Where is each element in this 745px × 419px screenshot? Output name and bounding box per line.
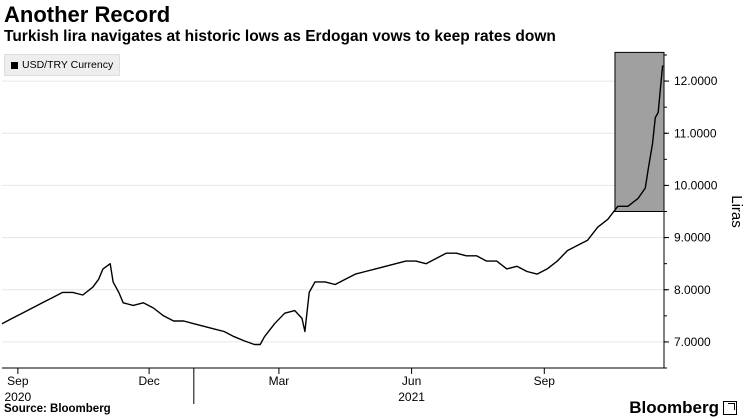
brand-name: Bloomberg xyxy=(629,398,719,417)
source-note: Source: Bloomberg xyxy=(4,403,111,415)
x-tick-label: Jun xyxy=(402,374,421,388)
x-tick-label: Mar xyxy=(269,374,290,388)
y-tick-label: 8.0000 xyxy=(674,283,711,297)
external-link-icon xyxy=(723,401,737,415)
legend: USD/TRY Currency xyxy=(4,54,121,76)
y-tick-label: 10.0000 xyxy=(674,178,718,192)
x-tick-label: Dec xyxy=(138,374,159,388)
y-tick-label: 9.0000 xyxy=(674,231,711,245)
legend-label: USD/TRY Currency xyxy=(22,59,114,71)
y-tick-label: 7.0000 xyxy=(674,335,711,349)
x-tick-label: Sep xyxy=(7,374,29,388)
chart-subtitle: Turkish lira navigates at historic lows … xyxy=(4,28,556,45)
chart-title: Another Record xyxy=(4,2,171,27)
x-tick-label: Sep xyxy=(534,374,556,388)
x-year-label: 2020 xyxy=(5,390,32,404)
highlight-box xyxy=(614,51,665,213)
y-tick-label: 11.0000 xyxy=(674,126,717,140)
brand-logo: Bloomberg xyxy=(629,398,737,418)
y-axis-label: Liras xyxy=(728,195,745,228)
series-line xyxy=(1,65,664,346)
legend-swatch xyxy=(11,61,18,69)
y-tick-label: 12.0000 xyxy=(674,74,718,88)
x-year-label: 2021 xyxy=(398,390,425,404)
